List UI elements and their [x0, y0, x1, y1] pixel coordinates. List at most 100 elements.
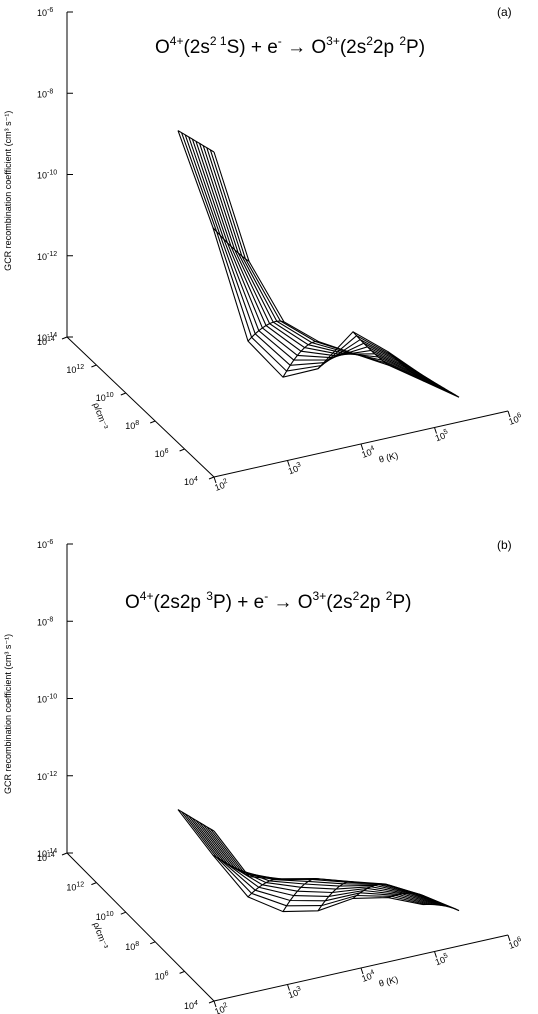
tick-exponent: 2	[222, 478, 228, 486]
density-axis-tick	[179, 448, 185, 452]
tick-exponent: 3	[296, 461, 302, 469]
title-segment: 3+	[313, 589, 327, 603]
tick-base: 10	[213, 480, 226, 493]
tick-base: 10	[37, 252, 47, 262]
title-segment: -	[264, 589, 268, 603]
tick-base: 10	[507, 938, 520, 951]
density-axis-tick	[61, 336, 68, 340]
tick-exponent: 4	[194, 1000, 198, 1007]
tick-base: 10	[37, 337, 47, 347]
chart-title-text: O4+(2s2 1S) + e- → O3+(2s22p 2P)	[155, 34, 425, 58]
tick-base: 10	[37, 8, 47, 18]
tick-base: 10	[96, 393, 106, 403]
panel-label: (b)	[497, 538, 512, 552]
title-segment: 2p	[359, 592, 385, 613]
temperature-tick-label: 103	[286, 985, 303, 1000]
surface-temperature-line	[422, 375, 460, 398]
surface-temperature-line	[422, 903, 460, 912]
tick-exponent: -10	[47, 694, 57, 701]
z-axis-label: GCR recombination coefficient (cm³ s⁻¹)	[3, 634, 13, 794]
chart-title: O4+(2s2 1S) + e- → O3+(2s22p 2P)	[155, 34, 425, 58]
tick-exponent: -12	[47, 771, 57, 778]
title-segment: 4+	[170, 34, 184, 48]
tick-exponent: -10	[47, 170, 57, 177]
tick-exponent: -14	[47, 332, 57, 339]
density-axis-tick	[150, 941, 156, 945]
tick-base: 10	[37, 849, 47, 859]
title-segment: 2	[386, 589, 393, 603]
temperature-axis-label: θ (K)	[378, 974, 399, 988]
z-tick-label: 10-8	[37, 88, 53, 99]
tick-exponent: 8	[135, 420, 139, 427]
surface-temperature-line	[317, 352, 355, 370]
density-tick-label: 108	[125, 941, 139, 952]
surface-density-line	[181, 811, 427, 907]
surface-density-line	[209, 149, 456, 396]
tick-base: 10	[37, 695, 47, 705]
title-segment: -	[278, 34, 282, 48]
title-segment: (2s	[183, 37, 209, 58]
title-segment: (2s	[326, 592, 352, 613]
z-tick-label: 10-10	[37, 170, 57, 181]
surface-density-line	[188, 815, 434, 906]
temperature-axis-tick	[360, 967, 364, 975]
z-tick-label: 10-12	[37, 771, 57, 782]
tick-base: 10	[184, 1001, 194, 1011]
temperature-axis-tick	[287, 984, 290, 991]
title-segment: 2	[353, 589, 360, 603]
tick-exponent: -8	[47, 616, 53, 623]
density-tick-label: 106	[155, 970, 169, 981]
z-tick-label: 10-14	[37, 848, 57, 859]
title-segment: P)	[392, 592, 411, 613]
density-axis-label: ρ/cm⁻³	[91, 401, 110, 430]
temperature-tick-label: 105	[433, 952, 450, 967]
surface-density-line	[188, 136, 435, 383]
chart-title: O4+(2s2p 3P) + e- → O3+(2s22p 2P)	[125, 589, 411, 613]
density-axis-line	[66, 336, 215, 478]
temperature-axis-tick	[434, 427, 437, 434]
tick-exponent: 6	[165, 448, 169, 455]
density-tick-label: 1012	[66, 364, 84, 375]
title-segment: → O	[282, 37, 326, 58]
surface-temperature-line	[387, 351, 425, 382]
z-tick-label: 10-10	[37, 694, 57, 705]
title-segment: 2p	[373, 37, 399, 58]
temperature-tick-label: 106	[507, 412, 524, 427]
temperature-axis-tick	[213, 476, 217, 484]
temperature-tick-label: 103	[286, 461, 303, 476]
tick-base: 10	[360, 971, 373, 984]
surface-density-line	[195, 141, 442, 387]
density-axis-tick	[208, 476, 215, 480]
tick-exponent: 12	[76, 364, 84, 371]
tick-exponent: -8	[47, 88, 53, 95]
tick-base: 10	[37, 171, 47, 181]
density-tick-label: 104	[184, 1000, 198, 1011]
tick-base: 10	[125, 421, 135, 431]
surface-temperature-line	[387, 892, 425, 899]
tick-base: 10	[125, 942, 135, 952]
tick-exponent: 6	[516, 412, 522, 420]
chart-title-text: O4+(2s2p 3P) + e- → O3+(2s22p 2P)	[125, 589, 411, 613]
tick-base: 10	[37, 333, 47, 343]
temperature-tick-label: 105	[433, 428, 450, 443]
density-axis-tick	[120, 911, 126, 915]
tick-base: 10	[434, 955, 447, 968]
surface-temperature-line	[212, 227, 250, 262]
tick-exponent: 6	[516, 936, 522, 944]
title-segment: → O	[268, 592, 312, 613]
axes: 10-610-810-1010-1210-1410141012101010810…	[37, 539, 522, 1014]
surface-temperature-line	[352, 331, 390, 366]
density-axis-tick	[150, 420, 156, 424]
temperature-axis-tick	[434, 951, 437, 958]
title-segment: P) + e	[213, 592, 264, 613]
temperature-tick-label: 104	[360, 445, 377, 460]
tick-exponent: 4	[369, 969, 375, 977]
tick-base: 10	[155, 449, 165, 459]
temperature-axis-tick	[360, 443, 364, 451]
density-axis-label: ρ/cm⁻³	[91, 921, 110, 950]
surface-temperature-line	[177, 809, 215, 832]
title-segment: 2	[366, 34, 373, 48]
tick-exponent: 5	[443, 428, 449, 436]
z-tick-label: 10-14	[37, 332, 57, 343]
surface-temperature-line	[317, 880, 355, 912]
